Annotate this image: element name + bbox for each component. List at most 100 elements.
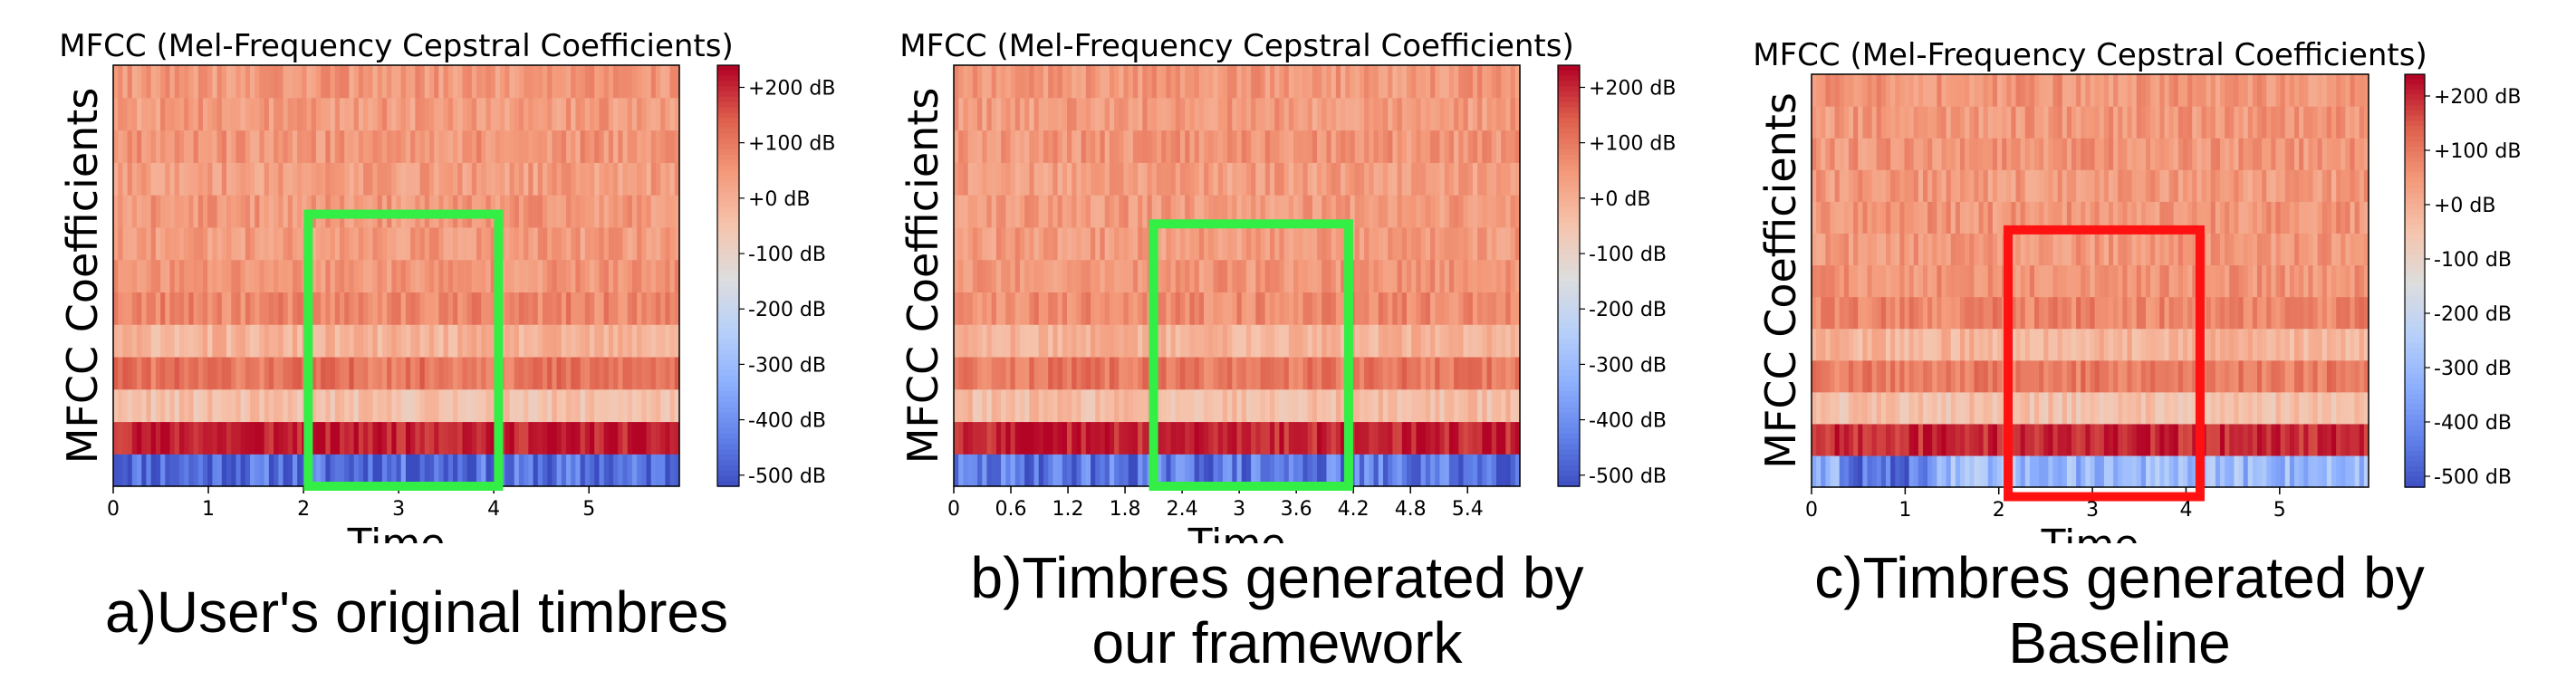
colorbar-segment: [1558, 238, 1580, 245]
colorbar-segment: [717, 417, 739, 425]
colorbar-segment: [717, 318, 739, 324]
colorbar-segment: [1558, 133, 1580, 140]
colorbar-segment: [717, 365, 739, 371]
caption-a: a)User's original timbres: [36, 579, 797, 645]
colorbar-tick-label: -100 dB: [748, 244, 826, 266]
x-tick-label: 1.2: [1053, 498, 1084, 521]
colorbar-tick-label: +0 dB: [748, 188, 810, 211]
colorbar-segment: [2405, 461, 2425, 467]
colorbar-segment: [2405, 270, 2425, 277]
colorbar-segment: [2405, 430, 2425, 436]
colorbar-segment: [717, 449, 739, 455]
colorbar-segment: [2405, 187, 2425, 194]
colorbar-tick-label: -100 dB: [1589, 244, 1667, 266]
colorbar-segment: [1558, 455, 1580, 461]
colorbar-segment: [2405, 476, 2425, 484]
colorbar-segment: [1558, 380, 1580, 388]
colorbar-segment: [717, 391, 739, 397]
colorbar-segment: [717, 407, 739, 414]
colorbar-segment: [717, 270, 739, 277]
colorbar-segment: [717, 206, 739, 214]
colorbar-frame: [2404, 73, 2426, 488]
colorbar-segment: [2405, 141, 2425, 148]
colorbar-tick-label: +200 dB: [2434, 86, 2521, 109]
caption-c-line-1: c)Timbres generated by: [1814, 545, 2425, 610]
colorbar-segment: [717, 260, 739, 266]
colorbar-segment: [2405, 157, 2425, 163]
colorbar-segment: [1558, 359, 1580, 367]
colorbar-segment: [1558, 291, 1580, 298]
colorbar-segment: [717, 107, 739, 114]
colorbar-segment: [1558, 191, 1580, 198]
x-tick-label: 1: [1898, 499, 1911, 522]
chart-title: MFCC (Mel-Frequency Cepstral Coefficient…: [59, 28, 733, 64]
colorbar-segment: [1558, 118, 1580, 124]
colorbar-segment: [717, 475, 739, 482]
colorbar-segment: [717, 312, 739, 319]
colorbar-segment: [717, 180, 739, 187]
colorbar-segment: [717, 144, 739, 150]
colorbar-segment: [2405, 352, 2425, 359]
chart-title: MFCC (Mel-Frequency Cepstral Coefficient…: [1753, 37, 2427, 73]
x-tick-label: 1: [202, 498, 215, 521]
colorbar-segment: [717, 234, 739, 240]
colorbar-segment: [2405, 306, 2425, 312]
x-tick-label: 0: [1805, 499, 1818, 522]
colorbar-segment: [2405, 151, 2425, 158]
colorbar-segment: [717, 91, 739, 98]
colorbar-segment: [2405, 115, 2425, 122]
plot-frame: [1811, 73, 2369, 488]
colorbar-segment: [717, 386, 739, 393]
chart-title: MFCC (Mel-Frequency Cepstral Coefficient…: [899, 28, 1573, 64]
colorbar-segment: [2405, 244, 2425, 251]
colorbar-segment: [1558, 122, 1580, 129]
colorbar-tick-label: -200 dB: [1589, 299, 1667, 321]
colorbar-segment: [2405, 384, 2425, 390]
colorbar-segment: [717, 196, 739, 203]
x-tick-label: 3: [1233, 498, 1245, 521]
y-axis-label: MFCC Coefficients: [899, 88, 947, 465]
colorbar-segment: [1558, 270, 1580, 277]
colorbar-segment: [2405, 213, 2425, 220]
colorbar-segment: [717, 423, 739, 429]
colorbar-segment: [717, 238, 739, 245]
colorbar-tick-label: -300 dB: [2434, 358, 2512, 380]
colorbar: +200 dB +100 dB +0 dB -100 dB -200 dB -300 dB…: [2404, 73, 2521, 489]
colorbar-segment: [1558, 407, 1580, 414]
colorbar-segment: [717, 223, 739, 229]
colorbar-segment: [1558, 333, 1580, 340]
x-tick-label: 4.2: [1338, 498, 1370, 521]
caption-c: c)Timbres generated by Baseline: [1703, 545, 2536, 675]
colorbar-tick-label: -100 dB: [2434, 249, 2512, 272]
colorbar-segment: [1558, 165, 1580, 172]
colorbar-segment: [1558, 144, 1580, 150]
colorbar-segment: [1558, 212, 1580, 219]
colorbar-tick-label: -400 dB: [748, 410, 826, 433]
colorbar-segment: [2405, 445, 2425, 452]
colorbar-segment: [1558, 349, 1580, 356]
colorbar-segment: [1558, 91, 1580, 98]
x-tick-label: 5.4: [1452, 498, 1484, 521]
colorbar-segment: [2405, 90, 2425, 96]
colorbar-segment: [1558, 244, 1580, 251]
colorbar-segment: [1558, 234, 1580, 240]
heatmap-cells: [113, 65, 680, 487]
colorbar-segment: [2405, 254, 2425, 261]
colorbar-segment: [717, 286, 739, 292]
colorbar-segment: [717, 228, 739, 235]
colorbar-segment: [1558, 223, 1580, 229]
colorbar-segment: [2405, 316, 2425, 323]
colorbar-segment: [717, 412, 739, 419]
colorbar-segment: [2405, 419, 2425, 426]
colorbar-segment: [717, 438, 739, 445]
colorbar-segment: [1558, 412, 1580, 419]
y-axis-label: MFCC Coefficients: [1756, 92, 1805, 469]
colorbar-segment: [2405, 84, 2425, 91]
colorbar: +200 dB +100 dB +0 dB -100 dB -200 dB -300 dB…: [1557, 64, 1676, 488]
colorbar-segment: [1558, 438, 1580, 445]
colorbar-segment: [2405, 182, 2425, 189]
colorbar-tick-label: +0 dB: [1589, 188, 1650, 211]
colorbar-segment: [2405, 394, 2425, 400]
colorbar-segment: [1558, 296, 1580, 303]
colorbar-segment: [717, 470, 739, 477]
